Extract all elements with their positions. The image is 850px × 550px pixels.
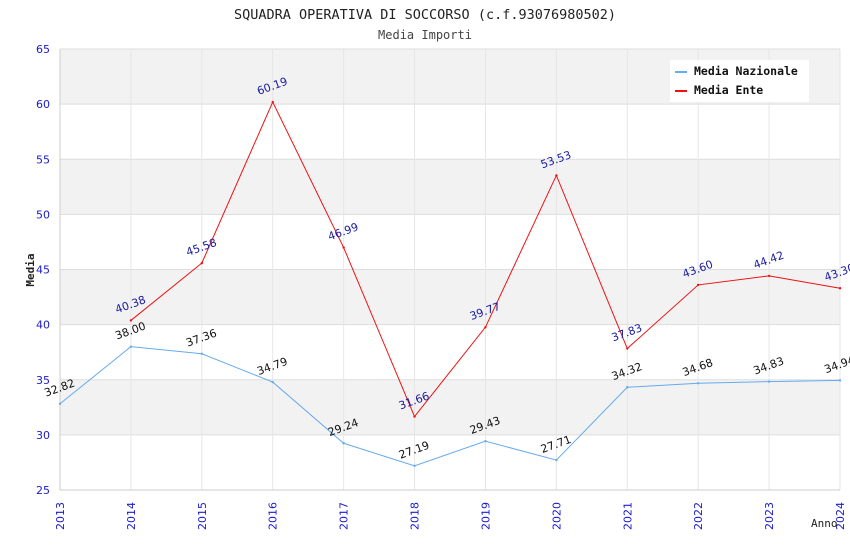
- x-tick-label: 2023: [763, 502, 776, 530]
- data-point-media-nazionale: [696, 382, 700, 385]
- data-point-media-nazionale: [838, 379, 842, 382]
- series-line-media-nazionale: [59, 346, 841, 467]
- data-point-media-ente: [129, 319, 133, 322]
- data-point-media-ente: [484, 325, 487, 329]
- chart-title: SQUADRA OPERATIVA DI SOCCORSO (c.f.93076…: [234, 7, 616, 23]
- x-tick-label: 2020: [550, 502, 563, 530]
- data-point-media-nazionale: [767, 380, 771, 383]
- legend-label-media-ente: Media Ente: [694, 83, 763, 97]
- x-tick-label: 2013: [54, 502, 67, 530]
- legend: Media Nazionale Media Ente: [670, 60, 809, 102]
- data-point-media-nazionale: [129, 345, 133, 348]
- data-point-media-nazionale: [413, 464, 416, 468]
- x-tick-label: 2018: [409, 502, 422, 530]
- legend-box: [670, 60, 809, 102]
- x-tick-label: 2014: [125, 502, 138, 530]
- data-point-media-nazionale: [271, 380, 274, 384]
- data-point-media-ente: [200, 261, 204, 265]
- data-point-media-nazionale: [626, 386, 629, 389]
- data-point-media-nazionale: [555, 458, 558, 462]
- x-tick-label: 2015: [196, 502, 209, 530]
- data-point-media-nazionale: [342, 442, 345, 445]
- plot-band: [60, 159, 840, 215]
- x-tick-label: 2016: [267, 502, 280, 530]
- data-point-media-nazionale: [58, 402, 62, 405]
- data-point-media-ente: [626, 347, 629, 350]
- x-axis-ticks: 2013 2014 2015 2016 2017 2018 2019 2020 2021 2022…: [54, 502, 847, 530]
- y-axis-label: Media: [24, 253, 37, 286]
- x-tick-label: 2017: [338, 502, 351, 530]
- data-point-media-ente: [555, 174, 558, 177]
- plot-band: [60, 269, 840, 325]
- series-lines: [58, 100, 842, 468]
- y-tick-label: 45: [36, 264, 50, 277]
- y-tick-label: 65: [36, 43, 50, 56]
- y-tick-label: 50: [36, 208, 50, 221]
- x-axis-label: Anno: [811, 517, 838, 530]
- y-axis-ticks: 25 30 35 40 45 50 55 60 65: [36, 43, 50, 497]
- data-point-media-ente: [413, 415, 416, 418]
- legend-label-media-nazionale: Media Nazionale: [694, 64, 798, 78]
- data-point-media-ente: [696, 283, 700, 287]
- y-tick-label: 30: [36, 429, 50, 442]
- data-point-media-ente: [767, 274, 771, 278]
- plot-band: [60, 434, 840, 490]
- data-point-media-nazionale: [200, 352, 204, 355]
- plot-band: [60, 214, 840, 270]
- plot-background: [60, 49, 840, 490]
- y-tick-label: 25: [36, 484, 50, 497]
- y-tick-label: 55: [36, 153, 50, 166]
- data-point-media-ente: [271, 100, 274, 104]
- y-tick-label: 35: [36, 374, 50, 387]
- x-tick-label: 2022: [692, 502, 705, 530]
- data-point-media-ente: [838, 287, 842, 290]
- plot-band: [60, 379, 840, 435]
- chart-subtitle: Media Importi: [378, 28, 472, 42]
- x-tick-label: 2019: [479, 502, 492, 530]
- data-point-media-nazionale: [484, 439, 487, 443]
- data-point-media-ente: [342, 246, 345, 249]
- x-tick-label: 2024: [834, 502, 847, 530]
- x-tick-label: 2021: [621, 502, 634, 530]
- plot-band: [60, 104, 840, 160]
- y-tick-label: 40: [36, 319, 50, 332]
- y-tick-label: 60: [36, 98, 50, 111]
